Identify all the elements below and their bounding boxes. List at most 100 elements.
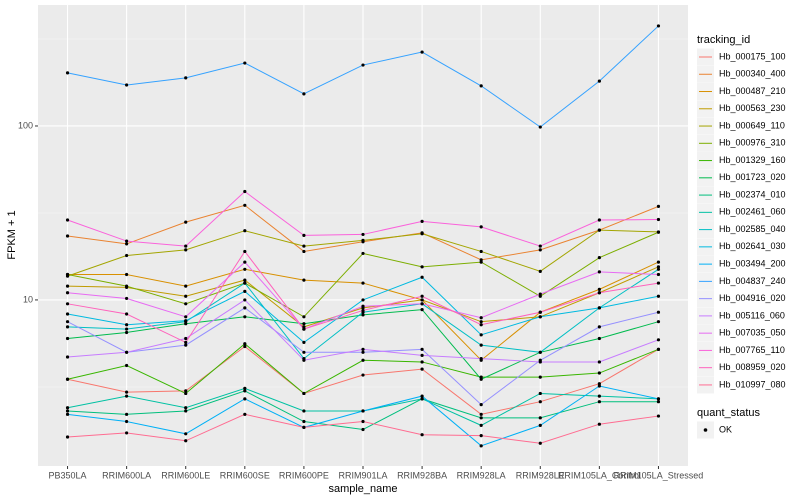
- data-point: [243, 281, 247, 285]
- data-point: [656, 260, 661, 264]
- data-point: [184, 406, 188, 410]
- data-point: [420, 294, 424, 298]
- data-point: [302, 322, 306, 326]
- data-point: [302, 358, 306, 362]
- data-point: [243, 289, 247, 293]
- data-point: [597, 79, 601, 83]
- data-point: [184, 409, 188, 413]
- data-point: [597, 287, 601, 291]
- data-point: [538, 244, 542, 248]
- data-point: [538, 375, 542, 379]
- legend-label: Hb_000340_400: [719, 69, 786, 79]
- x-tick-label: RRIM105LA_Control: [558, 470, 641, 480]
- data-point: [184, 340, 188, 344]
- data-point: [65, 435, 70, 439]
- legend-label: Hb_003494_200: [719, 258, 786, 268]
- data-point: [243, 278, 247, 282]
- legend-label: Hb_008959_020: [719, 362, 786, 372]
- data-point: [420, 275, 424, 279]
- x-tick-label: RRIM600LA: [102, 470, 151, 480]
- legend-label: Hb_010997_080: [719, 379, 786, 389]
- data-point: [656, 294, 661, 298]
- data-point: [125, 431, 129, 435]
- data-point: [420, 232, 424, 236]
- data-point: [420, 397, 424, 401]
- x-tick-label: RRIM600PE: [279, 470, 329, 480]
- data-point: [243, 386, 247, 391]
- data-point: [65, 218, 70, 222]
- data-point: [597, 360, 601, 364]
- data-point: [538, 441, 542, 445]
- data-point: [656, 310, 661, 314]
- data-point: [184, 336, 188, 341]
- data-point: [243, 229, 247, 233]
- data-point: [125, 394, 129, 398]
- data-point: [243, 203, 247, 207]
- data-point: [420, 219, 424, 223]
- data-point: [656, 272, 661, 277]
- data-point: [656, 217, 661, 222]
- data-point: [361, 427, 365, 432]
- data-point: [361, 409, 365, 413]
- data-point: [479, 433, 483, 438]
- data-point: [184, 439, 188, 443]
- data-point: [420, 302, 424, 306]
- data-point: [597, 270, 601, 274]
- data-point: [420, 353, 424, 357]
- data-point: [302, 327, 306, 331]
- legend-label: Hb_005116_060: [719, 310, 785, 320]
- data-point: [479, 377, 483, 381]
- data-point: [361, 350, 365, 354]
- legend-label: Hb_002374_010: [719, 189, 786, 199]
- data-point: [420, 265, 424, 269]
- data-point: [184, 76, 188, 80]
- data-point: [184, 343, 188, 347]
- data-point: [597, 371, 601, 375]
- legend-label: Hb_000487_210: [719, 86, 786, 96]
- data-point: [538, 416, 542, 420]
- data-point: [302, 340, 306, 344]
- data-point: [479, 320, 483, 324]
- data-point: [361, 347, 365, 351]
- data-point: [184, 302, 188, 306]
- data-point: [538, 248, 542, 252]
- data-point: [125, 363, 129, 368]
- data-point: [597, 291, 601, 295]
- data-point: [656, 414, 661, 418]
- data-point: [656, 265, 661, 269]
- data-point: [656, 230, 661, 234]
- data-point: [656, 400, 661, 404]
- data-point: [184, 432, 188, 436]
- data-point: [243, 306, 247, 310]
- data-point: [597, 384, 601, 388]
- data-point: [420, 298, 424, 302]
- data-point: [538, 310, 542, 314]
- data-point: [479, 444, 483, 448]
- data-point: [597, 400, 601, 404]
- data-point: [302, 391, 306, 396]
- data-point: [243, 61, 247, 65]
- data-point: [361, 63, 365, 67]
- x-tick-label: RRIM928BA: [397, 470, 447, 480]
- data-point: [656, 338, 661, 342]
- y-tick-label: 10: [23, 294, 33, 304]
- legend-label: Hb_007035_050: [719, 328, 786, 338]
- data-point: [656, 397, 661, 401]
- data-point: [479, 225, 483, 229]
- data-point: [65, 325, 70, 329]
- data-point: [65, 412, 70, 416]
- data-point: [361, 304, 365, 308]
- data-point: [361, 313, 365, 317]
- legend-title: tracking_id: [697, 34, 750, 46]
- data-point: [656, 320, 661, 324]
- data-point: [243, 397, 247, 401]
- data-point: [65, 320, 70, 324]
- data-point: [302, 350, 306, 354]
- data-point: [538, 423, 542, 427]
- data-point: [420, 307, 424, 312]
- data-point: [302, 325, 306, 329]
- data-point: [479, 333, 483, 337]
- data-point: [243, 298, 247, 302]
- data-point: [243, 249, 247, 254]
- legend-label: Hb_004916_020: [719, 293, 786, 303]
